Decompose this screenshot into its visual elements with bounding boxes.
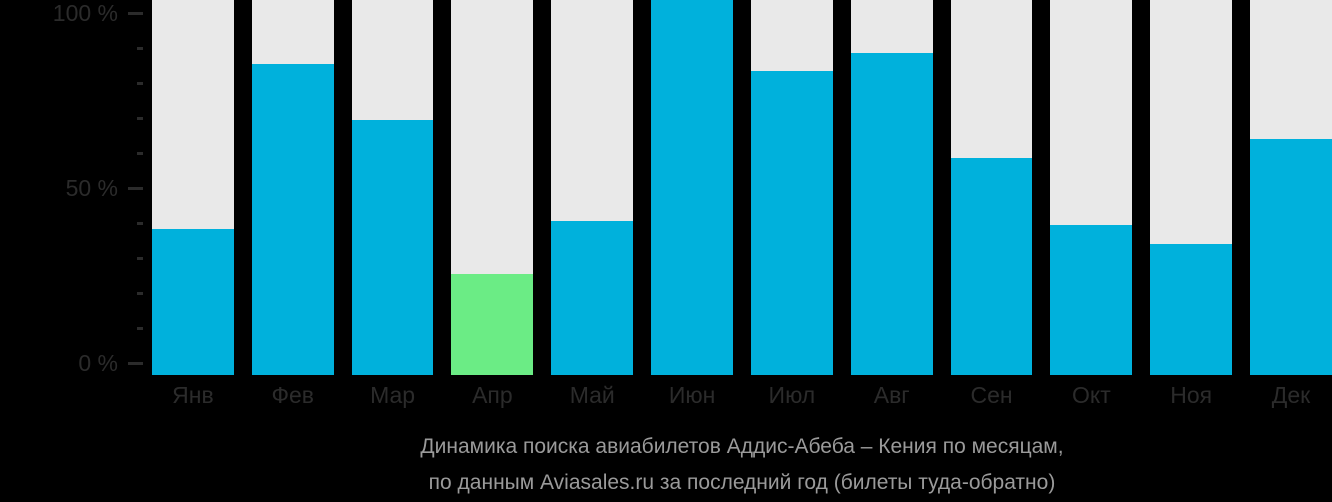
y-axis-label: 50 % [65,175,118,201]
bar-column [950,0,1033,375]
bar-column [1150,0,1233,375]
bar-column [1050,0,1133,375]
bar-column [351,0,434,375]
x-axis-label: Июн [668,382,716,408]
y-axis-major-tick [128,187,143,190]
bar [251,63,334,375]
y-axis-minor-tick [137,117,143,120]
x-axis-label: Дек [1271,382,1311,408]
caption-line-2: по данным Aviasales.ru за последний год … [428,471,1056,494]
y-axis-minor-tick [137,82,143,85]
bar-column [750,0,833,375]
x-axis-label: Авг [873,382,910,408]
y-axis-minor-tick [137,47,143,50]
bar-column [651,0,733,375]
bar [651,0,733,375]
bar-column [152,0,234,375]
bar-column [850,0,933,375]
x-axis-label: Ноя [1170,382,1213,408]
bar [1150,243,1233,375]
y-axis-major-tick [128,12,143,15]
bar [1250,138,1332,375]
y-axis-minor-tick [137,327,143,330]
y-axis-label: 100 % [52,0,118,26]
y-axis-minor-tick [137,152,143,155]
y-axis-minor-tick [137,222,143,225]
bar [850,52,933,375]
x-axis: Янв Фев Мар Апр Май Июн Июл Авг Сен Окт Ноя Дек [152,381,1332,409]
x-axis-label: Сен [970,382,1013,408]
bar [152,228,234,375]
caption-line-1: Динамика поиска авиабилетов Аддис-Абеба … [420,435,1064,458]
y-axis-major-tick [128,362,143,365]
bar-column [251,0,334,375]
bar [1050,225,1133,375]
x-axis-label: Мар [370,382,416,408]
x-axis-label: Фев [271,382,314,408]
bar [750,71,833,375]
x-axis-label: Янв [172,382,214,408]
y-axis-label: 0 % [78,350,118,376]
bar-column [551,0,634,375]
x-axis-label: Апр [472,382,513,408]
bar-column [451,0,534,375]
x-axis-label: Май [569,382,615,408]
y-axis-minor-tick [137,257,143,260]
x-axis-label: Окт [1071,382,1111,408]
bar [451,273,534,375]
bar [950,157,1033,375]
y-axis: 100 % 50 % 0 % [0,0,152,400]
x-axis-label: Июл [768,382,816,408]
y-axis-minor-tick [137,292,143,295]
chart-caption: Динамика поиска авиабилетов Аддис-Абеба … [152,429,1332,501]
plot-area [152,0,1332,375]
bar [351,120,434,375]
bar [551,221,634,375]
bar-column [1250,0,1332,375]
